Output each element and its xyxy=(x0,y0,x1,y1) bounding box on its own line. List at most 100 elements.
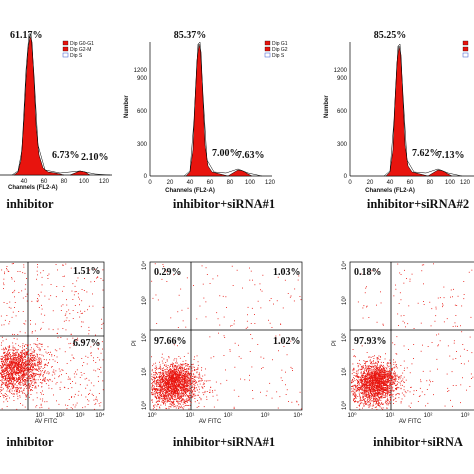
scatter-point xyxy=(23,363,25,365)
scatter-point xyxy=(354,378,355,380)
scatter-point xyxy=(219,324,221,326)
scatter-point xyxy=(14,362,16,364)
scatter-point xyxy=(170,390,172,392)
scatter-point xyxy=(249,267,250,269)
scatter-point xyxy=(194,379,196,381)
scatter-point xyxy=(170,378,172,380)
scatter-point xyxy=(22,297,24,299)
scatter-point xyxy=(381,373,382,375)
scatter-point xyxy=(170,395,171,397)
scatter-point xyxy=(193,376,195,378)
scatter-point xyxy=(14,374,16,375)
scatter-point xyxy=(7,386,9,388)
scatter-point xyxy=(184,386,186,388)
x-tick: 40 xyxy=(187,180,194,186)
scatter-point xyxy=(190,395,191,396)
scatter-point xyxy=(354,396,356,398)
scatter-point xyxy=(97,342,99,344)
scatter-point xyxy=(184,400,186,402)
scatter-point xyxy=(20,387,22,389)
scatter-point xyxy=(1,324,3,326)
scatter-point xyxy=(30,354,31,356)
scatter-point xyxy=(160,375,162,377)
scatter-point xyxy=(353,391,355,393)
scatter-point xyxy=(167,374,168,376)
scatter-point xyxy=(191,396,193,398)
scatter-point xyxy=(175,386,177,388)
scatter-point xyxy=(95,396,97,398)
scatter-point xyxy=(10,360,12,362)
scatter-point xyxy=(80,326,82,328)
scatter-point xyxy=(42,368,44,369)
scatter-point xyxy=(23,362,25,364)
scatter-point xyxy=(40,366,42,368)
scatter-point xyxy=(361,383,363,385)
scatter-point xyxy=(166,368,168,370)
scatter-point xyxy=(181,366,183,368)
scatter-point xyxy=(358,369,359,371)
scatter-point xyxy=(3,347,5,349)
scatter-point xyxy=(357,379,359,381)
s-phase-percentage: 7.62% xyxy=(412,148,440,159)
scatter-point xyxy=(25,395,27,397)
x-axis-label: Channels (FL2-A) xyxy=(165,188,215,194)
scatter-point xyxy=(17,357,18,358)
scatter-point xyxy=(375,392,377,394)
scatter-point xyxy=(162,379,164,381)
scatter-point xyxy=(32,376,34,377)
scatter-point xyxy=(175,371,177,373)
scatter-point xyxy=(368,370,370,372)
scatter-point xyxy=(57,362,58,363)
scatter-point xyxy=(178,384,180,385)
scatter-point xyxy=(354,385,356,387)
scatter-point xyxy=(160,387,162,389)
scatter-point xyxy=(176,377,178,379)
scatter-point xyxy=(156,389,158,391)
scatter-point xyxy=(16,371,18,373)
scatter-point xyxy=(3,356,5,358)
scatter-point xyxy=(0,372,2,374)
scatter-point xyxy=(59,375,60,377)
scatter-point xyxy=(161,391,163,393)
scatter-point xyxy=(172,374,174,375)
scatter-point xyxy=(364,392,365,393)
scatter-point xyxy=(182,385,184,387)
scatter-point xyxy=(163,381,165,383)
scatter-point xyxy=(214,389,216,391)
scatter-point xyxy=(38,376,40,378)
scatter-point xyxy=(177,389,179,391)
scatter-point xyxy=(19,360,21,362)
scatter-point xyxy=(33,376,35,377)
scatter-point xyxy=(24,354,26,356)
scatter-point xyxy=(9,360,11,362)
scatter-point xyxy=(185,401,186,402)
scatter-point xyxy=(8,387,9,389)
scatter-point xyxy=(381,392,383,394)
scatter-point xyxy=(362,375,364,376)
scatter-point xyxy=(382,382,384,384)
scatter-point xyxy=(165,383,167,385)
scatter-point xyxy=(50,284,52,285)
scatter-point xyxy=(28,378,30,380)
scatter-point xyxy=(170,383,172,385)
x-tick: 120 xyxy=(265,180,276,186)
scatter-point xyxy=(164,383,166,385)
scatter-point xyxy=(28,367,29,369)
scatter-point xyxy=(171,374,173,375)
scatter-point xyxy=(2,382,4,383)
scatter-point xyxy=(184,391,185,393)
scatter-point xyxy=(378,374,380,376)
scatter-point xyxy=(185,383,187,385)
scatter-point xyxy=(17,355,19,357)
scatter-point xyxy=(14,380,16,381)
scatter-point xyxy=(169,382,170,384)
scatter-point xyxy=(189,384,191,386)
scatter-point xyxy=(240,378,241,380)
scatter-point xyxy=(29,367,31,368)
scatter-point xyxy=(383,403,384,405)
scatter-point xyxy=(178,401,180,402)
scatter-point xyxy=(30,368,32,370)
scatter-point xyxy=(279,396,281,398)
scatter-point xyxy=(182,320,184,322)
scatter-point xyxy=(367,404,369,406)
